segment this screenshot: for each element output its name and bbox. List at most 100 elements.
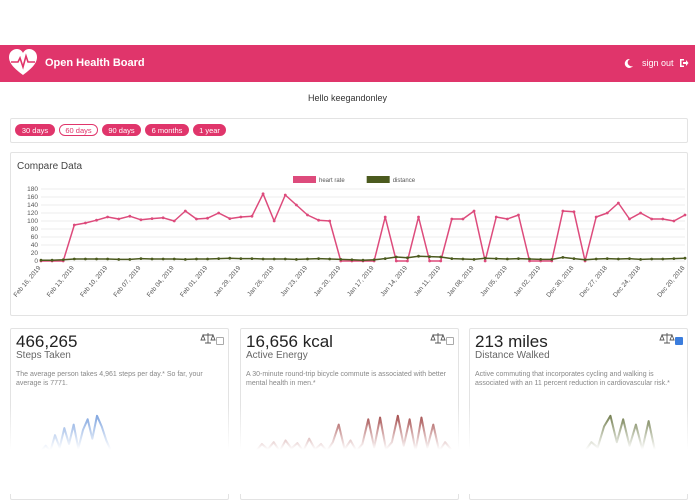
range-button[interactable]: 1 year — [193, 124, 226, 136]
x-tick-label: Feb 13, 2019 — [46, 264, 76, 298]
y-tick-label: 60 — [31, 234, 39, 241]
data-point — [605, 257, 609, 260]
data-point — [639, 211, 642, 215]
data-point — [239, 257, 243, 260]
data-point — [117, 258, 121, 261]
data-point — [594, 215, 598, 219]
data-point — [272, 219, 276, 223]
data-point — [450, 217, 454, 221]
x-tick-label: Jan 11, 2019 — [413, 264, 442, 297]
data-point — [306, 257, 309, 261]
data-point — [150, 217, 154, 220]
x-tick-label: Jan 14, 2019 — [379, 264, 409, 298]
x-tick-label: Jan 29, 2019 — [213, 264, 243, 298]
card-value: 466,265 — [16, 332, 78, 351]
x-tick-label: Jan 08, 2019 — [446, 264, 476, 298]
range-button[interactable]: 90 days — [102, 124, 141, 136]
data-point — [250, 214, 254, 218]
data-point — [195, 217, 198, 221]
compare-icon[interactable] — [470, 329, 687, 349]
data-point — [439, 259, 443, 263]
data-point — [394, 255, 398, 259]
data-point — [683, 213, 687, 217]
fade — [0, 405, 695, 494]
x-tick-label: Jan 17, 2019 — [346, 264, 376, 298]
app-title[interactable]: Open Health Board — [45, 57, 145, 69]
x-tick-label: Feb 16, 2019 — [13, 264, 43, 298]
data-point — [461, 217, 465, 221]
data-point — [561, 209, 565, 213]
x-tick-label: Jan 05, 2019 — [479, 264, 509, 298]
data-point — [572, 257, 576, 260]
card-value: 16,656 kcal — [246, 332, 333, 351]
scale-icon — [659, 333, 675, 344]
compare-checkbox[interactable] — [675, 337, 683, 345]
data-point — [261, 192, 265, 196]
dark-mode-toggle[interactable] — [624, 58, 634, 68]
compare-icon[interactable] — [11, 329, 228, 349]
data-point — [672, 257, 676, 260]
data-point — [350, 258, 354, 262]
data-point — [672, 219, 676, 223]
card-label: Distance Walked — [475, 350, 550, 361]
data-point — [161, 216, 165, 220]
data-point — [50, 258, 54, 262]
greeting: Hello keegandonley — [307, 93, 388, 103]
x-tick-label: Dec 24, 2018 — [612, 264, 642, 298]
data-point — [139, 257, 143, 260]
x-tick-label: Jan 26, 2019 — [246, 264, 276, 298]
compare-checkbox[interactable] — [216, 337, 224, 345]
data-point — [450, 257, 454, 260]
legend-swatch — [293, 176, 316, 183]
data-point — [428, 259, 432, 263]
data-point — [616, 257, 620, 261]
y-tick-label: 80 — [31, 226, 39, 233]
data-point — [150, 257, 154, 261]
legend-label: heart rate — [319, 178, 345, 184]
card-description: The average person takes 4,961 steps per… — [16, 371, 203, 387]
compare-icon[interactable] — [241, 329, 458, 349]
data-point — [528, 257, 531, 261]
data-point — [505, 217, 509, 221]
data-point — [128, 258, 132, 261]
data-point — [661, 257, 665, 261]
y-tick-label: 140 — [27, 202, 38, 209]
sign-out-icon[interactable] — [679, 58, 689, 68]
scale-icon — [430, 333, 446, 344]
data-point — [39, 258, 43, 262]
data-point — [505, 257, 509, 261]
data-point — [517, 213, 520, 217]
data-point — [517, 257, 520, 260]
range-button[interactable]: 60 days — [59, 124, 98, 136]
range-button[interactable]: 6 months — [145, 124, 189, 136]
data-point — [217, 211, 221, 215]
data-point — [483, 259, 487, 263]
data-point — [84, 257, 87, 261]
data-point — [539, 258, 543, 261]
x-tick-label: Dec 27, 2018 — [579, 264, 609, 298]
x-tick-label: Jan 20, 2019 — [313, 264, 343, 298]
y-tick-label: 120 — [27, 210, 38, 217]
data-point — [139, 218, 143, 222]
data-point — [494, 257, 498, 260]
data-point — [228, 217, 232, 220]
data-point — [239, 215, 243, 219]
sign-out-link[interactable]: sign out — [642, 58, 674, 68]
y-tick-label: 180 — [27, 186, 38, 193]
range-selector: 30 days 60 days 90 days 6 months 1 year — [10, 118, 688, 143]
data-point — [639, 258, 642, 261]
data-point — [172, 219, 176, 223]
data-point — [528, 259, 531, 263]
chart-title: Compare Data — [17, 161, 82, 172]
x-tick-label: Feb 07, 2019 — [112, 264, 142, 298]
card-label: Active Energy — [246, 350, 308, 361]
compare-checkbox[interactable] — [446, 337, 454, 345]
data-point — [361, 258, 365, 262]
data-point — [561, 256, 565, 259]
data-point — [383, 215, 387, 219]
data-point — [394, 259, 398, 263]
data-point — [261, 257, 265, 261]
data-point — [328, 257, 332, 261]
range-button[interactable]: 30 days — [15, 124, 55, 136]
